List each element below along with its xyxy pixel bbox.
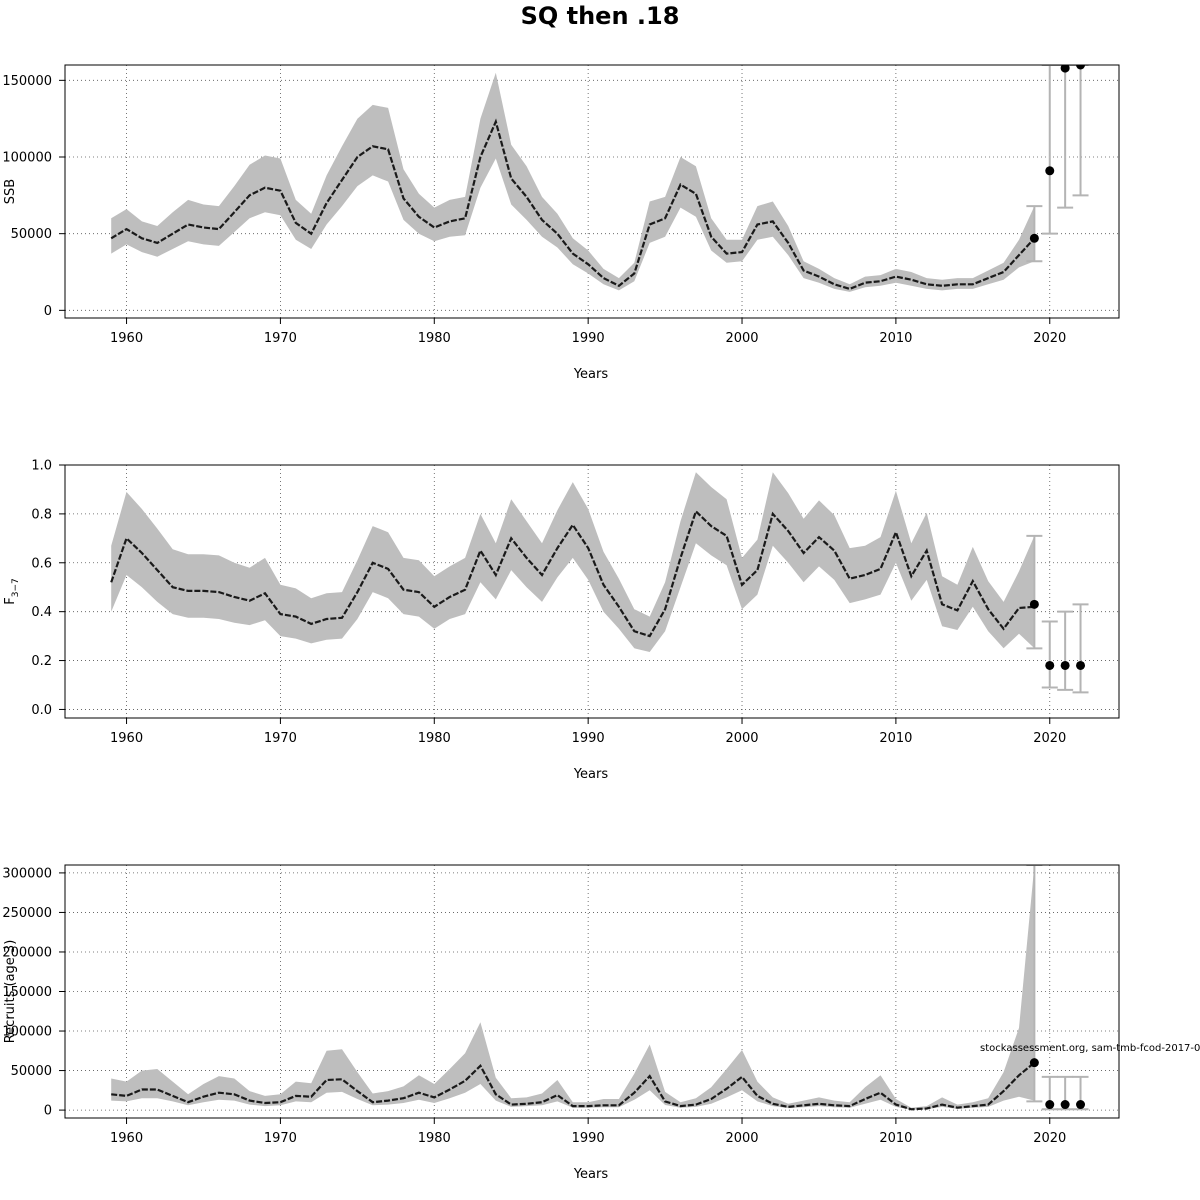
confidence-band xyxy=(111,472,1035,652)
panel-3: 1960 1970 1980 1990 2000 2010 2020 0 50000 100000… xyxy=(2,864,1120,1182)
forecast-2021 xyxy=(1057,65,1074,209)
x-axis-label: Years xyxy=(573,767,609,782)
forecast-2019 xyxy=(1026,205,1043,263)
x-tick-label: 1960 xyxy=(110,1131,143,1146)
y-tick-label: 0 xyxy=(44,304,52,319)
x-tick-label: 1990 xyxy=(572,1131,605,1146)
estimate-line xyxy=(110,118,1036,291)
y-tick-label: 0.4 xyxy=(31,605,52,620)
plot-area xyxy=(111,865,1089,1111)
y-tick-label: 0.2 xyxy=(31,654,52,669)
x-tick-label: 1970 xyxy=(264,1131,297,1146)
forecast-2022 xyxy=(1072,65,1089,197)
forecast-2020 xyxy=(1041,65,1058,235)
forecast-2020 xyxy=(1041,1075,1058,1111)
x-tick-label: 2010 xyxy=(879,1131,912,1146)
forecast-point xyxy=(1060,65,1070,73)
y-tick-label: 300000 xyxy=(2,866,52,881)
y-tick-label: 1.0 xyxy=(31,459,52,474)
y-axis-label: F3−7 xyxy=(3,578,21,604)
forecast-2021 xyxy=(1057,1075,1074,1111)
y-tick-label: 150000 xyxy=(2,74,52,89)
y-axis-label-subscript: 3−7 xyxy=(11,578,21,597)
x-tick-label: 2020 xyxy=(1033,1131,1066,1146)
x-tick-label: 1970 xyxy=(264,731,297,746)
forecast-point xyxy=(1029,1058,1039,1068)
x-tick-label: 2020 xyxy=(1033,731,1066,746)
plot-frame xyxy=(64,64,1120,319)
estimate-line xyxy=(110,509,1035,638)
x-tick-label: 2010 xyxy=(879,731,912,746)
x-tick-label: 1990 xyxy=(572,331,605,346)
panel-2: 1960 1970 1980 1990 2000 2010 2020 0.0 0.2 0.4 0.6… xyxy=(3,459,1120,782)
x-tick-label: 1980 xyxy=(418,731,451,746)
forecast-point xyxy=(1060,1100,1070,1110)
x-tick-label: 2010 xyxy=(879,331,912,346)
y-axis-label: Recruits (age 3) xyxy=(3,940,18,1044)
forecast-point xyxy=(1076,1100,1086,1110)
forecast-2022 xyxy=(1072,603,1089,694)
y-tick-label: 0 xyxy=(44,1104,52,1119)
x-tick-label: 2000 xyxy=(725,331,758,346)
forecast-2020 xyxy=(1041,620,1058,689)
confidence-band xyxy=(111,865,1035,1110)
panel-1: 1960 1970 1980 1990 2000 2010 2020 0 50000 100000… xyxy=(2,64,1120,382)
x-tick-label: 1990 xyxy=(572,731,605,746)
y-tick-label: 50000 xyxy=(11,1064,52,1079)
x-tick-label: 1960 xyxy=(110,331,143,346)
y-tick-label: 100000 xyxy=(2,1025,52,1040)
y-axis-label: SSB xyxy=(3,179,18,204)
y-tick-label: 0.8 xyxy=(31,507,52,522)
x-tick-label: 1960 xyxy=(110,731,143,746)
forecast-point xyxy=(1029,599,1039,609)
x-tick-label: 1980 xyxy=(418,1131,451,1146)
y-tick-label: 150000 xyxy=(2,985,52,1000)
forecast-point xyxy=(1076,660,1086,670)
x-tick-label: 1970 xyxy=(264,331,297,346)
y-tick-label: 0.6 xyxy=(31,556,52,571)
forecast-point xyxy=(1045,1100,1055,1110)
forecast-2019 xyxy=(1026,865,1043,1103)
forecast-2022 xyxy=(1072,1075,1089,1111)
plot-area xyxy=(110,65,1089,292)
forecast-point xyxy=(1045,660,1055,670)
plot-area xyxy=(110,472,1089,694)
y-axis-label-main: F xyxy=(3,597,18,604)
estimate-line xyxy=(111,1061,1036,1111)
x-tick-label: 2000 xyxy=(725,731,758,746)
y-tick-label: 50000 xyxy=(11,227,52,242)
plot-frame xyxy=(64,464,1120,719)
forecast-2021 xyxy=(1057,610,1074,691)
x-tick-label: 2020 xyxy=(1033,331,1066,346)
forecast-2019 xyxy=(1026,534,1043,650)
x-axis-label: Years xyxy=(573,1167,609,1182)
y-tick-label: 100000 xyxy=(2,151,52,166)
forecast-point xyxy=(1060,660,1070,670)
forecast-point xyxy=(1076,65,1086,70)
y-tick-label: 200000 xyxy=(2,945,52,960)
chart-title: SQ then .18 xyxy=(521,2,680,30)
y-axis-label-main: SSB xyxy=(3,179,18,204)
forecast-point xyxy=(1045,166,1055,176)
x-tick-label: 1980 xyxy=(418,331,451,346)
watermark-annotation: stockassessment.org, sam-tmb-fcod-2017-0 xyxy=(980,1043,1200,1054)
forecast-point xyxy=(1029,233,1039,243)
x-tick-label: 2000 xyxy=(725,1131,758,1146)
y-tick-label: 250000 xyxy=(2,906,52,921)
y-tick-label: 0.0 xyxy=(31,703,52,718)
confidence-band xyxy=(111,72,1035,292)
x-axis-label: Years xyxy=(573,367,609,382)
y-axis-label-main: Recruits (age 3) xyxy=(3,940,18,1044)
